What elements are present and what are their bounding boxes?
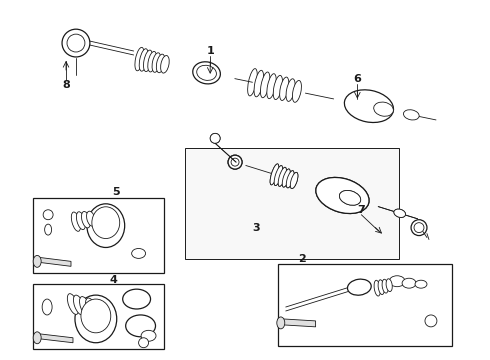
Ellipse shape: [290, 172, 298, 189]
Bar: [278, 264, 452, 346]
Ellipse shape: [274, 166, 283, 185]
Ellipse shape: [286, 171, 294, 188]
Ellipse shape: [33, 255, 41, 267]
Circle shape: [43, 210, 53, 220]
Circle shape: [231, 158, 239, 166]
Ellipse shape: [144, 50, 152, 72]
Ellipse shape: [316, 177, 369, 213]
Text: 1: 1: [206, 46, 214, 56]
Circle shape: [67, 34, 85, 52]
Ellipse shape: [87, 211, 95, 226]
Ellipse shape: [403, 110, 419, 120]
Circle shape: [62, 29, 90, 57]
Ellipse shape: [81, 299, 111, 333]
Ellipse shape: [74, 295, 84, 315]
Polygon shape: [283, 319, 316, 327]
Ellipse shape: [394, 209, 406, 217]
Ellipse shape: [316, 177, 369, 213]
Ellipse shape: [340, 190, 361, 205]
Ellipse shape: [282, 169, 290, 187]
Circle shape: [228, 155, 242, 169]
Ellipse shape: [286, 171, 294, 188]
Ellipse shape: [286, 79, 295, 102]
Ellipse shape: [270, 164, 279, 185]
Text: 5: 5: [112, 187, 120, 197]
Ellipse shape: [79, 297, 90, 315]
Ellipse shape: [374, 280, 380, 296]
Text: 4: 4: [110, 275, 118, 285]
Text: 2: 2: [298, 255, 306, 264]
Ellipse shape: [402, 278, 416, 288]
Ellipse shape: [92, 207, 120, 239]
Ellipse shape: [161, 55, 169, 73]
Circle shape: [425, 315, 437, 327]
Ellipse shape: [415, 280, 427, 288]
Ellipse shape: [277, 317, 285, 329]
Ellipse shape: [267, 74, 276, 99]
Ellipse shape: [270, 164, 279, 185]
Ellipse shape: [33, 332, 41, 344]
Ellipse shape: [254, 70, 264, 97]
Ellipse shape: [72, 212, 80, 231]
Ellipse shape: [344, 90, 393, 122]
Polygon shape: [39, 334, 73, 343]
Text: 8: 8: [62, 80, 70, 90]
Ellipse shape: [293, 81, 301, 102]
Ellipse shape: [278, 167, 287, 186]
Circle shape: [228, 155, 242, 169]
Ellipse shape: [67, 294, 78, 314]
Ellipse shape: [340, 190, 361, 205]
Ellipse shape: [386, 279, 392, 292]
Ellipse shape: [81, 211, 90, 228]
Ellipse shape: [141, 330, 156, 341]
Ellipse shape: [280, 77, 289, 100]
Circle shape: [139, 338, 148, 348]
Ellipse shape: [347, 279, 371, 295]
Ellipse shape: [378, 280, 384, 294]
Ellipse shape: [139, 49, 148, 71]
Circle shape: [414, 223, 424, 233]
Ellipse shape: [193, 62, 221, 84]
Ellipse shape: [86, 298, 96, 316]
Circle shape: [411, 220, 427, 235]
Circle shape: [210, 133, 220, 143]
Ellipse shape: [382, 279, 388, 293]
Ellipse shape: [290, 172, 298, 189]
Ellipse shape: [196, 65, 217, 80]
Bar: [33, 284, 165, 349]
Ellipse shape: [261, 72, 270, 98]
Ellipse shape: [75, 295, 117, 343]
Circle shape: [231, 158, 239, 166]
Bar: [185, 148, 399, 260]
Ellipse shape: [278, 167, 287, 186]
Ellipse shape: [247, 69, 257, 96]
Ellipse shape: [374, 102, 393, 116]
Ellipse shape: [282, 169, 290, 187]
Ellipse shape: [76, 212, 85, 230]
Ellipse shape: [156, 54, 165, 73]
Text: 6: 6: [353, 74, 361, 84]
Bar: [33, 198, 165, 273]
Ellipse shape: [125, 315, 155, 337]
Ellipse shape: [273, 75, 283, 100]
Circle shape: [210, 133, 220, 143]
Ellipse shape: [45, 224, 51, 235]
Ellipse shape: [135, 48, 144, 71]
Text: 3: 3: [252, 222, 260, 233]
Ellipse shape: [122, 289, 150, 309]
Ellipse shape: [148, 51, 157, 72]
Polygon shape: [39, 257, 71, 266]
Ellipse shape: [389, 276, 405, 287]
Ellipse shape: [394, 209, 406, 217]
Ellipse shape: [132, 248, 146, 258]
Ellipse shape: [152, 53, 161, 72]
Text: 7: 7: [358, 205, 365, 215]
Ellipse shape: [87, 204, 124, 247]
Ellipse shape: [274, 166, 283, 185]
Ellipse shape: [42, 299, 52, 315]
